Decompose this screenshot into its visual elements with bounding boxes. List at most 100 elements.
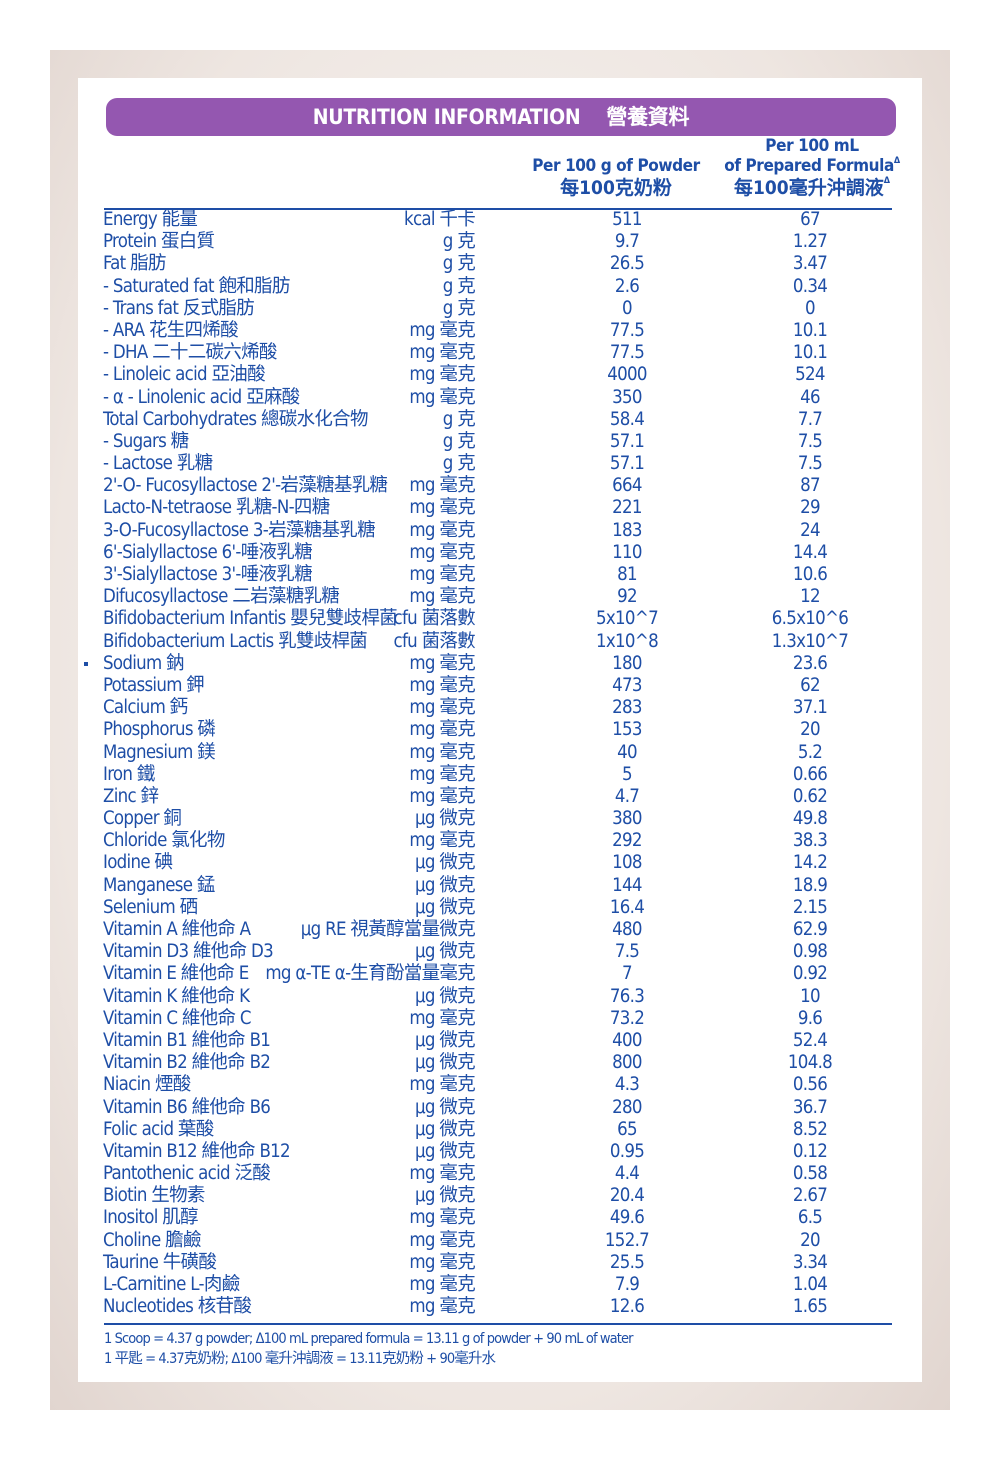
nutrient-unit: mg 毫克 <box>409 697 475 719</box>
value-per-100ml: 62.9 <box>792 919 828 940</box>
value-per-100g: 0 <box>622 297 633 319</box>
nutrient-name: Nucleotides 核苷酸 <box>103 1296 252 1318</box>
value-per-100ml: 0.58 <box>792 1163 828 1185</box>
nutrient-unit: μg 微克 <box>415 1140 476 1162</box>
nutrient-unit: g 克 <box>442 275 476 297</box>
label-panel <box>78 78 922 1382</box>
table-row: Copper 銅 μg 微克 380 49.8 <box>0 807 1000 829</box>
column-header-prepared-en-2: of Prepared Formula <box>724 156 894 176</box>
nutrient-name: Selenium 硒 <box>103 896 198 918</box>
nutrient-unit: μg RE 視黃醇當量微克 <box>300 919 476 940</box>
value-per-100g: 76.3 <box>609 985 645 1007</box>
table-row: Selenium 硒 μg 微克 16.4 2.15 <box>0 896 1000 918</box>
nutrient-name: - Lactose 乳糖 <box>103 453 213 475</box>
nutrient-unit: g 克 <box>442 253 476 275</box>
nutrient-name: Chloride 氯化物 <box>103 830 225 852</box>
nutrient-unit: mg 毫克 <box>409 342 475 364</box>
value-per-100ml: 23.6 <box>792 652 828 674</box>
nutrient-name: Folic acid 葉酸 <box>103 1118 214 1140</box>
nutrient-unit: mg 毫克 <box>409 519 475 541</box>
value-per-100g: 511 <box>612 209 642 230</box>
table-row: Iodine 碘 μg 微克 108 14.2 <box>0 851 1000 873</box>
value-per-100ml: 5.2 <box>797 741 823 763</box>
value-per-100ml: 36.7 <box>792 1096 828 1118</box>
value-per-100ml: 0.92 <box>792 963 828 985</box>
value-per-100g: 108 <box>612 852 642 874</box>
table-row: - Linoleic acid 亞油酸 mg 毫克 4000 524 <box>0 363 1000 385</box>
nutrient-unit: g 克 <box>442 408 476 430</box>
title-banner: NUTRITION INFORMATION 營養資料 <box>106 98 896 136</box>
value-per-100ml: 0.66 <box>792 763 828 785</box>
nutrient-name: Vitamin K 維他命 K <box>103 985 250 1007</box>
nutrient-name: Total Carbohydrates 總碳水化合物 <box>103 408 368 430</box>
value-per-100ml: 1.04 <box>792 1274 828 1295</box>
value-per-100ml: 10.6 <box>792 564 828 585</box>
nutrient-name: Vitamin E 維他命 E <box>103 963 249 985</box>
value-per-100g: 350 <box>612 386 642 408</box>
table-row: Sodium 鈉 mg 毫克 180 23.6 <box>0 652 1000 674</box>
nutrient-name: Phosphorus 磷 <box>103 719 216 741</box>
value-per-100ml: 8.52 <box>792 1118 828 1140</box>
value-per-100ml: 9.6 <box>797 1007 823 1029</box>
table-row: - Saturated fat 飽和脂肪 g 克 2.6 0.34 <box>0 275 1000 297</box>
nutrient-unit: mg α-TE α-生育酚當量毫克 <box>265 963 475 985</box>
footnote-zh: 1 平匙 = 4.37克奶粉; Δ100 毫升沖調液 = 13.11克奶粉 + … <box>104 1351 496 1367</box>
nutrient-name: 3-O-Fucosyllactose 3-岩藻糖基乳糖 <box>103 519 376 541</box>
value-per-100g: 9.7 <box>614 231 640 253</box>
nutrient-unit: mg 毫克 <box>409 674 475 696</box>
nutrient-unit: μg 微克 <box>415 1052 476 1074</box>
value-per-100ml: 0.56 <box>792 1074 828 1096</box>
value-per-100ml: 62 <box>800 674 820 696</box>
bullet-dot <box>84 662 88 666</box>
table-row: Bifidobacterium Lactis 乳雙歧桿菌 cfu 菌落數 1x10^… <box>0 630 1000 652</box>
value-per-100g: 49.6 <box>609 1207 645 1229</box>
nutrient-name: Manganese 錳 <box>103 874 215 896</box>
table-row: Vitamin B12 維他命 B12 μg 微克 0.95 0.12 <box>0 1140 1000 1162</box>
value-per-100ml: 67 <box>800 209 820 230</box>
nutrient-unit: μg 微克 <box>415 896 476 918</box>
value-per-100g: 2.6 <box>614 275 640 297</box>
nutrient-name: Copper 銅 <box>103 808 182 830</box>
bottom-rule <box>104 1323 892 1325</box>
table-row: 6'-Sialyllactose 6'-唾液乳糖 mg 毫克 110 14.4 <box>0 541 1000 563</box>
value-per-100ml: 20 <box>800 719 820 741</box>
nutrient-unit: μg 微克 <box>415 874 476 896</box>
table-row: 3-O-Fucosyllactose 3-岩藻糖基乳糖 mg 毫克 183 24 <box>0 519 1000 541</box>
nutrient-name: L-Carnitine L-肉鹼 <box>103 1274 240 1295</box>
table-row: Vitamin E 維他命 E mg α-TE α-生育酚當量毫克 7 0.92 <box>0 962 1000 984</box>
nutrient-name: Vitamin B12 維他命 B12 <box>103 1140 291 1162</box>
nutrient-unit: mg 毫克 <box>409 1251 475 1273</box>
nutrient-name: Vitamin C 維他命 C <box>103 1007 252 1029</box>
nutrient-unit: mg 毫克 <box>409 741 475 763</box>
value-per-100g: 4.4 <box>614 1163 640 1185</box>
value-per-100g: 4.3 <box>614 1074 640 1096</box>
value-per-100g: 7 <box>622 963 633 985</box>
column-header-prepared: Per 100 mL of Prepared FormulaΔ 每100毫升沖調… <box>712 136 912 200</box>
table-row: Vitamin K 維他命 K μg 微克 76.3 10 <box>0 985 1000 1007</box>
table-row: - α - Linolenic acid 亞麻酸 mg 毫克 350 46 <box>0 386 1000 408</box>
value-per-100ml: 1.3x10^7 <box>771 630 849 652</box>
nutrient-name: 2'-O- Fucosyllactose 2'-岩藻糖基乳糖 <box>103 475 388 497</box>
nutrient-unit: μg 微克 <box>415 1096 476 1118</box>
nutrient-unit: μg 微克 <box>415 808 476 830</box>
table-row: Fat 脂肪 g 克 26.5 3.47 <box>0 252 1000 274</box>
value-per-100ml: 6.5x10^6 <box>771 608 849 630</box>
value-per-100ml: 49.8 <box>792 808 828 830</box>
nutrient-name: Difucosyllactose 二岩藻糖乳糖 <box>103 586 340 608</box>
table-row: Vitamin B6 維他命 B6 μg 微克 280 36.7 <box>0 1096 1000 1118</box>
table-row: Bifidobacterium Infantis 嬰兒雙歧桿菌 cfu 菌落數 5x… <box>0 607 1000 629</box>
value-per-100ml: 0 <box>805 297 816 319</box>
nutrient-name: Protein 蛋白質 <box>103 231 215 253</box>
value-per-100ml: 18.9 <box>792 874 828 896</box>
nutrient-unit: mg 毫克 <box>409 652 475 674</box>
value-per-100g: 280 <box>612 1096 642 1118</box>
value-per-100g: 65 <box>617 1118 637 1140</box>
delta-mark: Δ <box>893 156 900 166</box>
nutrient-unit: mg 毫克 <box>409 1074 475 1096</box>
nutrient-unit: mg 毫克 <box>409 1296 475 1318</box>
table-row: Pantothenic acid 泛酸 mg 毫克 4.4 0.58 <box>0 1162 1000 1184</box>
value-per-100g: 0.95 <box>609 1140 645 1162</box>
nutrient-name: Iodine 碘 <box>103 852 173 874</box>
value-per-100ml: 10 <box>800 985 820 1007</box>
value-per-100ml: 24 <box>800 519 820 541</box>
